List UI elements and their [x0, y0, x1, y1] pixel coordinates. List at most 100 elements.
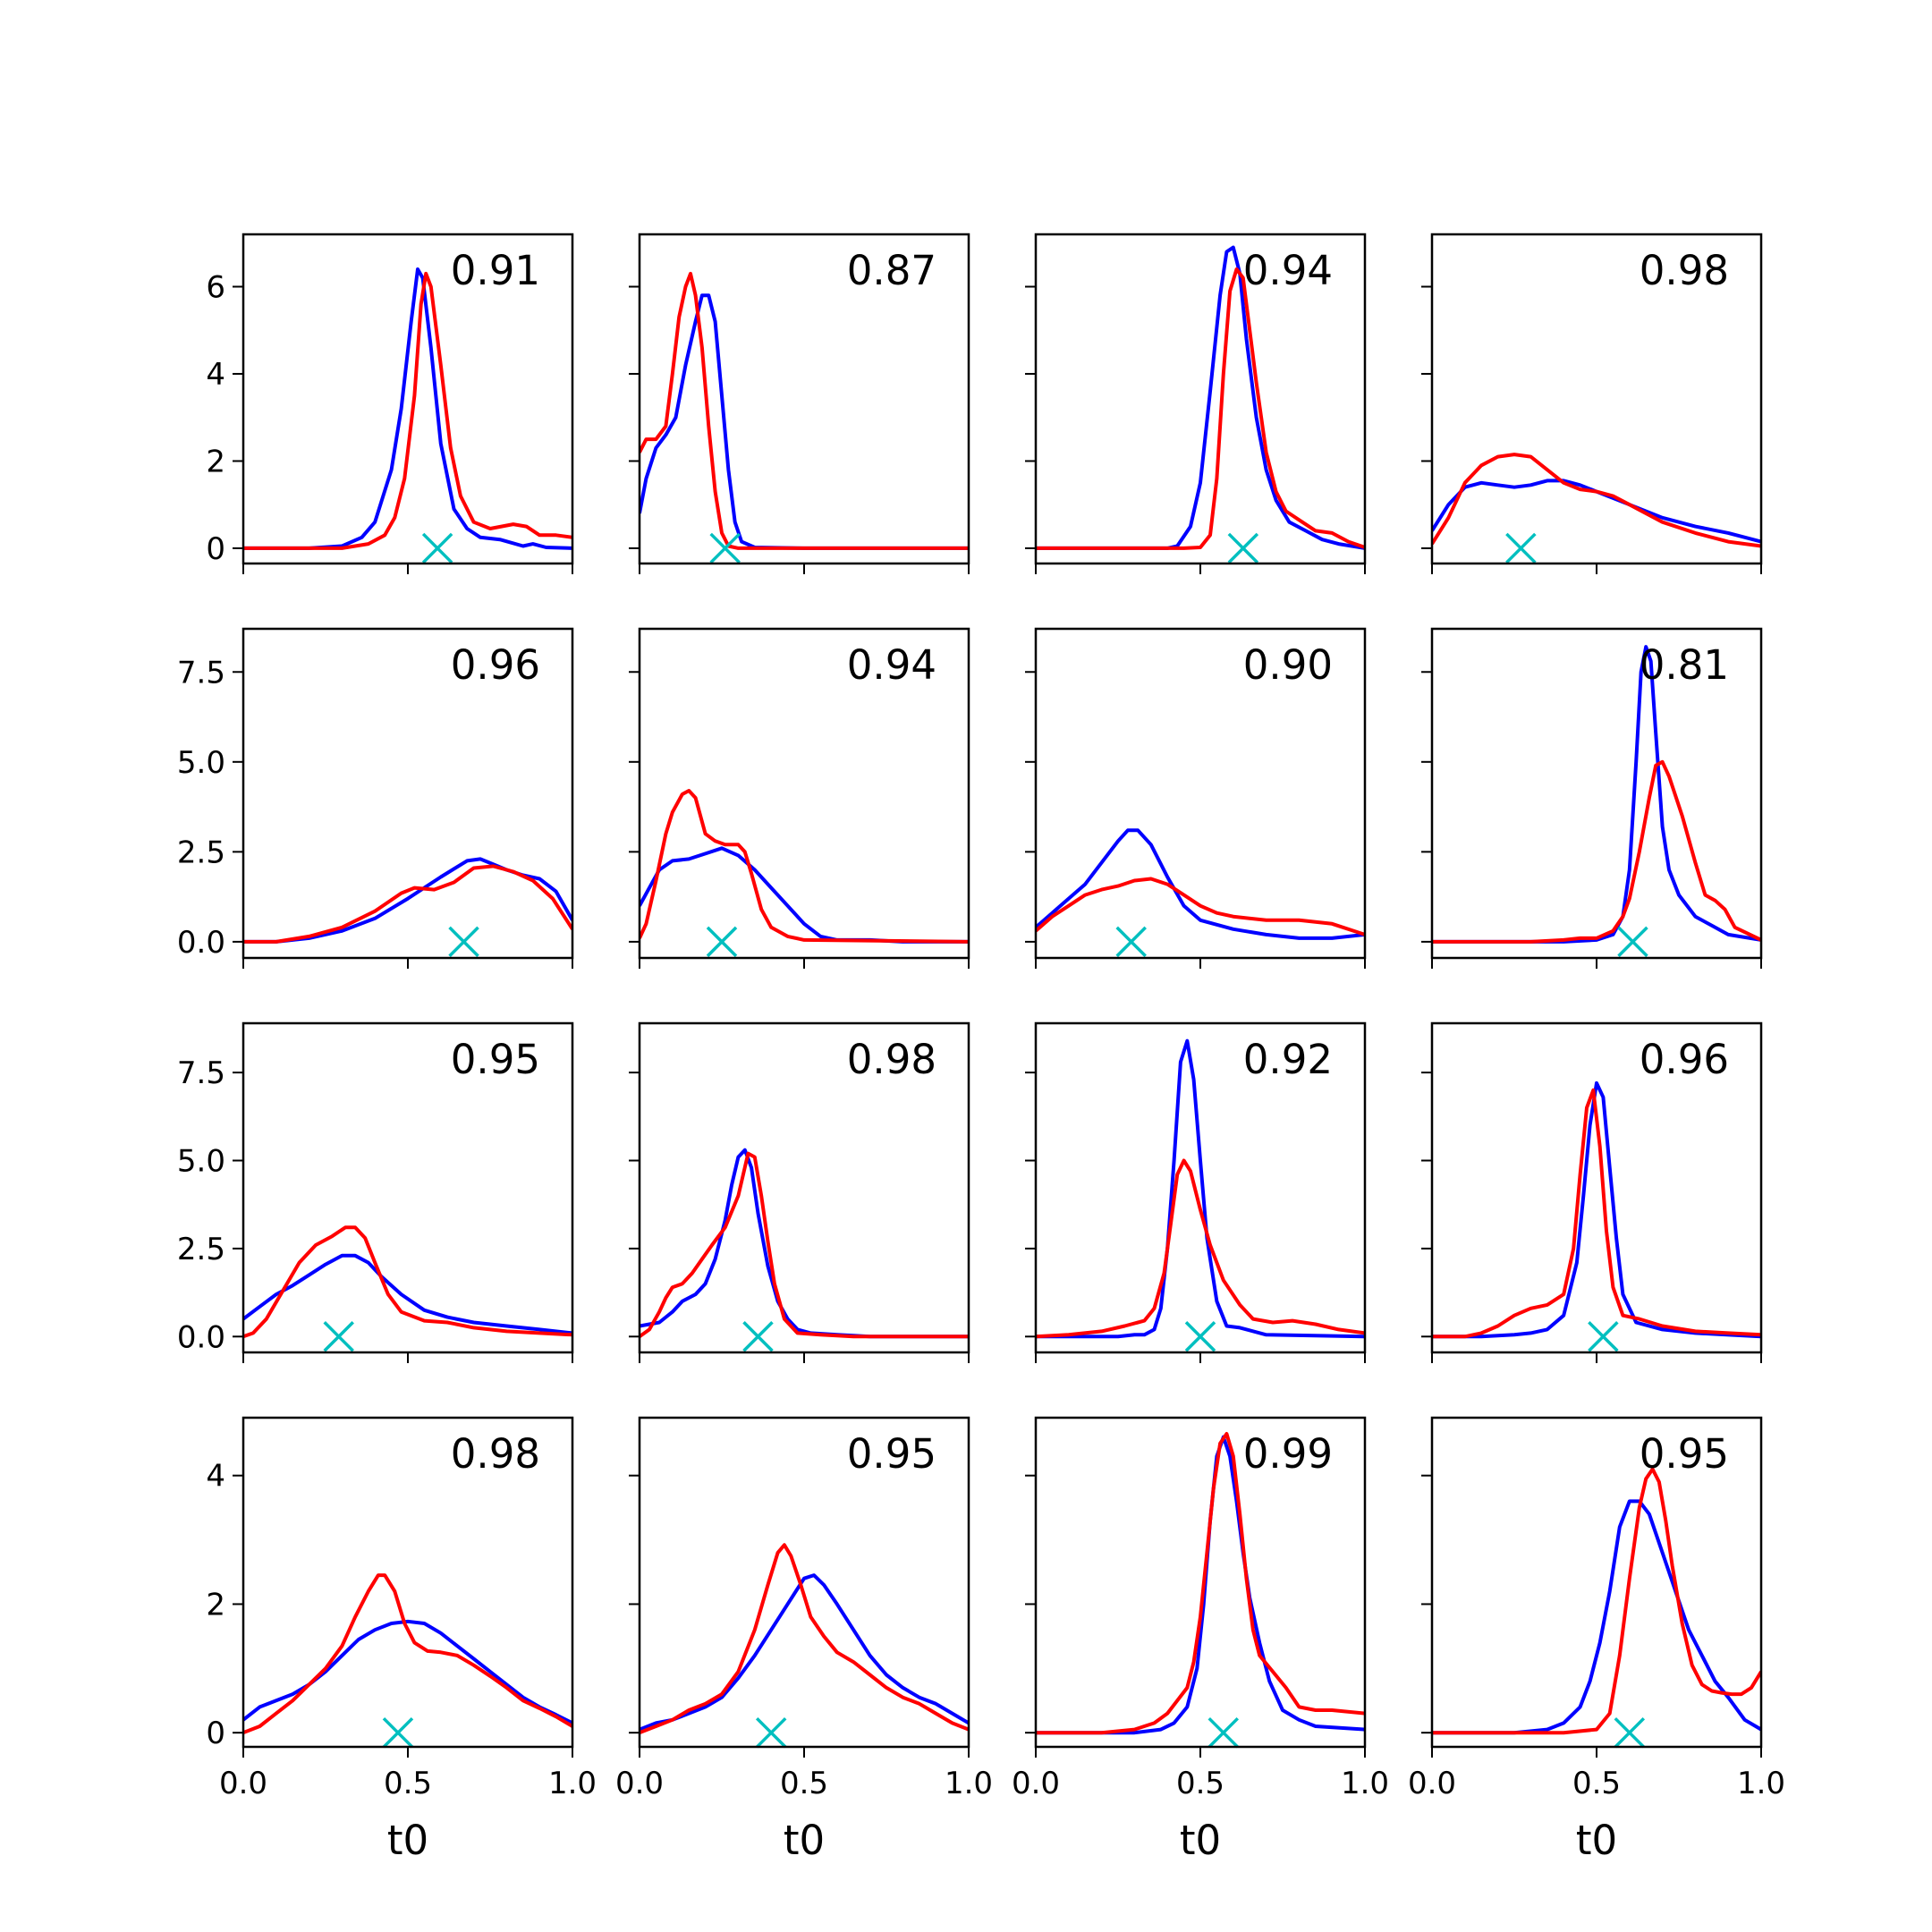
y-tick-label: 7.5	[177, 655, 225, 691]
x-marker-stroke	[323, 1321, 354, 1352]
x-tick-label: 0.0	[615, 1766, 664, 1801]
x-tick-label: 0.5	[1572, 1766, 1621, 1801]
x-marker-stroke	[1115, 926, 1147, 958]
panel-score: 0.98	[451, 1430, 540, 1478]
blue-series-line	[640, 846, 969, 944]
blue-series-line	[1432, 1499, 1761, 1735]
panel-4-3: 0.0 0.5 1.0 0.99 t0	[1012, 1416, 1389, 1864]
panel-score: 0.91	[451, 247, 540, 294]
blue-series-line	[243, 267, 572, 550]
x-tick-label: 0.0	[1012, 1766, 1060, 1801]
x-marker	[742, 1321, 774, 1352]
panel-2-2: 0.94	[629, 627, 970, 969]
x-marker	[706, 926, 738, 958]
x-tick-label: 0.5	[780, 1766, 828, 1801]
panel-2-4: 0.81	[1421, 627, 1763, 969]
red-series-line	[1432, 759, 1761, 944]
panel-score: 0.94	[847, 641, 936, 689]
y-tick-label: 5.0	[177, 745, 225, 781]
panel-score: 0.99	[1243, 1430, 1333, 1478]
panel-frame	[1034, 233, 1367, 565]
x-marker	[1614, 1716, 1646, 1749]
x-marker-stroke	[1208, 1716, 1239, 1749]
x-marker	[323, 1321, 354, 1352]
panel-score: 0.92	[1243, 1036, 1333, 1083]
x-tick-label: 0.5	[384, 1766, 432, 1801]
x-marker	[1208, 1716, 1239, 1749]
panel-4-4: 0.0 0.5 1.0 0.95 t0	[1408, 1416, 1785, 1864]
panel-1-3: 0.94	[1025, 233, 1367, 574]
panel-score: 0.87	[847, 247, 936, 294]
panel-score: 0.96	[451, 641, 540, 689]
x-marker-stroke	[382, 1716, 414, 1749]
panel-1-2: 0.87	[629, 233, 970, 574]
panel-4-1: 0.0 0.5 1.0 0 2 4 0.98 t0	[206, 1416, 597, 1864]
panel-2-1: 0.0 2.5 5.0 7.5 0.96	[177, 627, 574, 969]
panel-frame	[1430, 233, 1763, 565]
panel-3-2: 0.98	[629, 1021, 970, 1363]
blue-series-line	[243, 1253, 572, 1335]
blue-series-line	[640, 1573, 969, 1732]
panel-3-1: 0.0 2.5 5.0 7.5 0.95	[177, 1021, 574, 1363]
y-tick-label: 4	[206, 357, 225, 393]
panel-frame	[1430, 1021, 1763, 1354]
y-tick-label: 2	[206, 444, 225, 479]
red-series-line	[243, 1225, 572, 1339]
panel-score: 0.95	[451, 1036, 540, 1083]
x-tick-label: 0.0	[219, 1766, 267, 1801]
blue-series-line	[1036, 1038, 1365, 1339]
x-marker	[1115, 926, 1147, 958]
x-marker	[448, 926, 479, 958]
x-marker	[1184, 1321, 1216, 1352]
blue-series-line	[1036, 828, 1365, 940]
x-marker-stroke	[1614, 1716, 1646, 1749]
blue-series-line	[640, 293, 969, 550]
blue-series-line	[640, 1148, 969, 1339]
panel-frame	[638, 1416, 970, 1749]
y-tick-label: 2.5	[177, 835, 225, 870]
y-tick-label: 6	[206, 269, 225, 305]
panel-frame	[638, 1021, 970, 1354]
panel-score: 0.98	[847, 1036, 936, 1083]
x-marker	[755, 1716, 787, 1749]
x-marker	[382, 1716, 414, 1749]
x-axis-label: t0	[1576, 1817, 1617, 1864]
red-series-line	[1036, 267, 1365, 550]
x-tick-label: 1.0	[945, 1766, 993, 1801]
y-tick-label: 2	[206, 1587, 225, 1623]
x-tick-label: 0.0	[1408, 1766, 1456, 1801]
blue-series-line	[243, 1619, 572, 1725]
x-marker	[1617, 926, 1648, 958]
blue-series-line	[1036, 1435, 1365, 1735]
x-axis-label: t0	[1180, 1817, 1221, 1864]
x-marker	[1505, 532, 1537, 564]
y-tick-label: 0	[206, 531, 225, 567]
red-series-line	[1036, 877, 1365, 936]
panel-frame	[638, 627, 970, 960]
x-marker-stroke	[1588, 1321, 1619, 1352]
x-marker-stroke	[1227, 532, 1259, 564]
panel-score: 0.95	[847, 1430, 936, 1478]
x-marker-stroke	[1505, 532, 1537, 564]
blue-series-line	[243, 857, 572, 944]
panel-frame	[638, 233, 970, 565]
panel-score: 0.98	[1640, 247, 1729, 294]
x-marker-stroke	[706, 926, 738, 958]
y-tick-label: 0	[206, 1716, 225, 1751]
x-tick-label: 1.0	[1737, 1766, 1785, 1801]
red-series-line	[640, 789, 969, 944]
x-marker	[1588, 1321, 1619, 1352]
x-marker	[1227, 532, 1259, 564]
x-marker-stroke	[742, 1321, 774, 1352]
panel-1-1: 0 2 4 6 0.91	[206, 233, 574, 574]
x-marker-stroke	[709, 532, 741, 564]
red-series-line	[640, 1151, 969, 1339]
x-marker	[421, 532, 453, 564]
x-tick-label: 0.5	[1176, 1766, 1224, 1801]
x-marker-stroke	[421, 532, 453, 564]
panel-score: 0.96	[1640, 1036, 1729, 1083]
panel-score: 0.95	[1640, 1430, 1729, 1478]
x-marker-stroke	[755, 1716, 787, 1749]
red-series-line	[1432, 453, 1761, 548]
